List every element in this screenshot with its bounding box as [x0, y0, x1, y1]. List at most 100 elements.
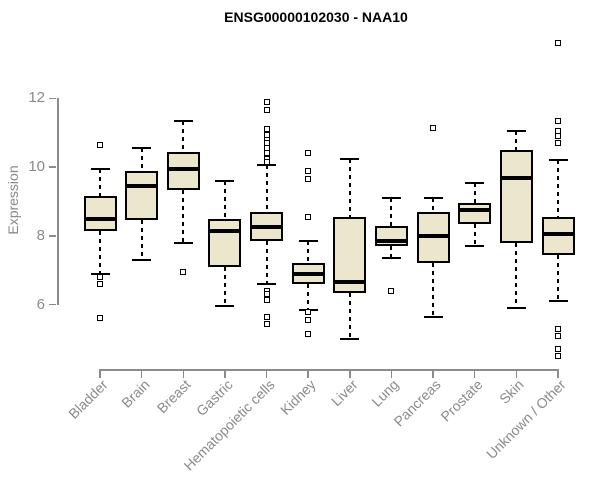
- y-axis-tick: [49, 166, 56, 168]
- lower-whisker-kidney: [307, 284, 310, 310]
- lower-whisker-cap-pancreas: [423, 315, 443, 318]
- median-prostate: [458, 208, 492, 213]
- lower-whisker-cap-lung: [381, 257, 401, 260]
- lower-whisker-bladder: [99, 230, 101, 274]
- upper-whisker-prostate: [473, 182, 476, 204]
- x-axis-tick: [349, 370, 351, 378]
- x-axis-tick: [307, 370, 309, 378]
- outlier-point-unknown-other: [555, 40, 561, 47]
- outlier-point-lung: [388, 287, 395, 294]
- median-bladder: [83, 216, 117, 221]
- x-axis-tick: [99, 370, 101, 378]
- outlier-point-kidney: [305, 150, 312, 157]
- outlier-point-hematopoietic-cells: [263, 320, 270, 327]
- outlier-point-unknown-other: [555, 325, 561, 332]
- y-axis-tick: [49, 235, 56, 237]
- lower-whisker-gastric: [223, 266, 226, 307]
- plot-area: Expression 6 8 10 12 Bladder Brain Breast Gastr…: [5, 40, 575, 473]
- lower-whisker-unknown-other: [557, 254, 559, 302]
- outlier-point-unknown-other: [555, 332, 561, 339]
- outlier-point-unknown-other: [555, 353, 561, 360]
- box-liver: [333, 217, 367, 293]
- upper-whisker-breast: [182, 120, 185, 152]
- outlier-point-kidney: [305, 167, 312, 174]
- x-axis-tick: [224, 370, 226, 378]
- y-axis-tick-label: 12: [28, 89, 45, 107]
- outlier-point-bladder: [97, 141, 103, 148]
- lower-whisker-hematopoietic-cells: [265, 241, 268, 285]
- upper-whisker-cap-liver: [340, 157, 360, 160]
- lower-whisker-cap-brain: [132, 259, 152, 261]
- x-axis-tick: [432, 370, 434, 378]
- lower-whisker-cap-liver: [340, 338, 360, 341]
- x-axis-line: [99, 369, 559, 371]
- lower-whisker-cap-prostate: [465, 245, 485, 248]
- upper-whisker-cap-kidney: [298, 240, 318, 243]
- outlier-point-pancreas: [430, 124, 437, 131]
- outlier-point-hematopoietic-cells: [263, 107, 270, 114]
- x-axis-tick: [473, 370, 476, 378]
- upper-whisker-cap-pancreas: [423, 197, 443, 200]
- lower-whisker-prostate: [473, 223, 476, 247]
- outlier-point-hematopoietic-cells: [263, 313, 270, 320]
- upper-whisker-cap-unknown-other: [548, 159, 568, 162]
- outlier-point-kidney: [305, 308, 312, 315]
- upper-whisker-gastric: [223, 180, 226, 219]
- x-axis-tick: [182, 370, 185, 378]
- median-skin: [499, 175, 533, 180]
- y-axis-tick: [49, 97, 56, 100]
- box-prostate: [458, 203, 492, 224]
- lower-whisker-liver: [348, 292, 351, 340]
- box-brain: [125, 170, 159, 221]
- upper-whisker-hematopoietic-cells: [265, 165, 268, 212]
- upper-whisker-cap-skin: [506, 130, 526, 133]
- upper-whisker-brain: [140, 148, 143, 171]
- box-skin: [499, 150, 533, 243]
- lower-whisker-cap-unknown-other: [548, 300, 568, 303]
- median-brain: [125, 184, 159, 189]
- lower-whisker-breast: [182, 189, 185, 243]
- upper-whisker-bladder: [99, 168, 101, 197]
- outlier-point-kidney: [305, 317, 312, 324]
- y-axis-tick-label: 10: [28, 158, 45, 176]
- y-axis-tick-label: 6: [36, 295, 45, 313]
- x-axis-tick: [557, 370, 559, 378]
- upper-whisker-kidney: [307, 241, 310, 264]
- outlier-point-kidney: [305, 330, 312, 337]
- upper-whisker-pancreas: [432, 198, 435, 212]
- outlier-point-bladder: [97, 281, 103, 288]
- lower-whisker-cap-bladder: [90, 272, 110, 275]
- lower-whisker-brain: [140, 220, 143, 260]
- y-axis-tick-label: 8: [36, 226, 45, 244]
- median-unknown-other: [541, 232, 575, 237]
- outlier-point-breast: [180, 269, 187, 276]
- upper-whisker-cap-lung: [381, 197, 401, 200]
- outlier-point-bladder: [97, 315, 103, 322]
- upper-whisker-cap-prostate: [465, 181, 485, 184]
- x-axis-tick: [265, 370, 268, 378]
- lower-whisker-cap-gastric: [215, 305, 235, 308]
- box-bladder: [83, 196, 117, 231]
- upper-whisker-cap-gastric: [215, 179, 235, 182]
- upper-whisker-cap-bladder: [90, 167, 110, 170]
- lower-whisker-cap-hematopoietic-cells: [257, 283, 277, 286]
- median-breast: [166, 166, 200, 171]
- outlier-point-hematopoietic-cells: [263, 159, 270, 166]
- upper-whisker-cap-hematopoietic-cells: [257, 164, 277, 167]
- x-axis-tick: [140, 370, 143, 378]
- outlier-point-unknown-other: [555, 140, 561, 147]
- outlier-point-unknown-other: [555, 117, 561, 124]
- box-lung: [374, 225, 408, 247]
- y-axis-tick: [49, 303, 56, 306]
- upper-whisker-liver: [348, 158, 351, 218]
- y-axis-title: Expression: [5, 165, 21, 235]
- upper-whisker-unknown-other: [557, 160, 559, 218]
- x-axis-tick: [390, 370, 393, 378]
- median-kidney: [291, 271, 325, 276]
- upper-whisker-cap-brain: [132, 147, 152, 150]
- lower-whisker-pancreas: [432, 263, 435, 317]
- outlier-point-unknown-other: [555, 346, 561, 353]
- median-liver: [333, 280, 367, 285]
- outlier-point-unknown-other: [555, 133, 561, 140]
